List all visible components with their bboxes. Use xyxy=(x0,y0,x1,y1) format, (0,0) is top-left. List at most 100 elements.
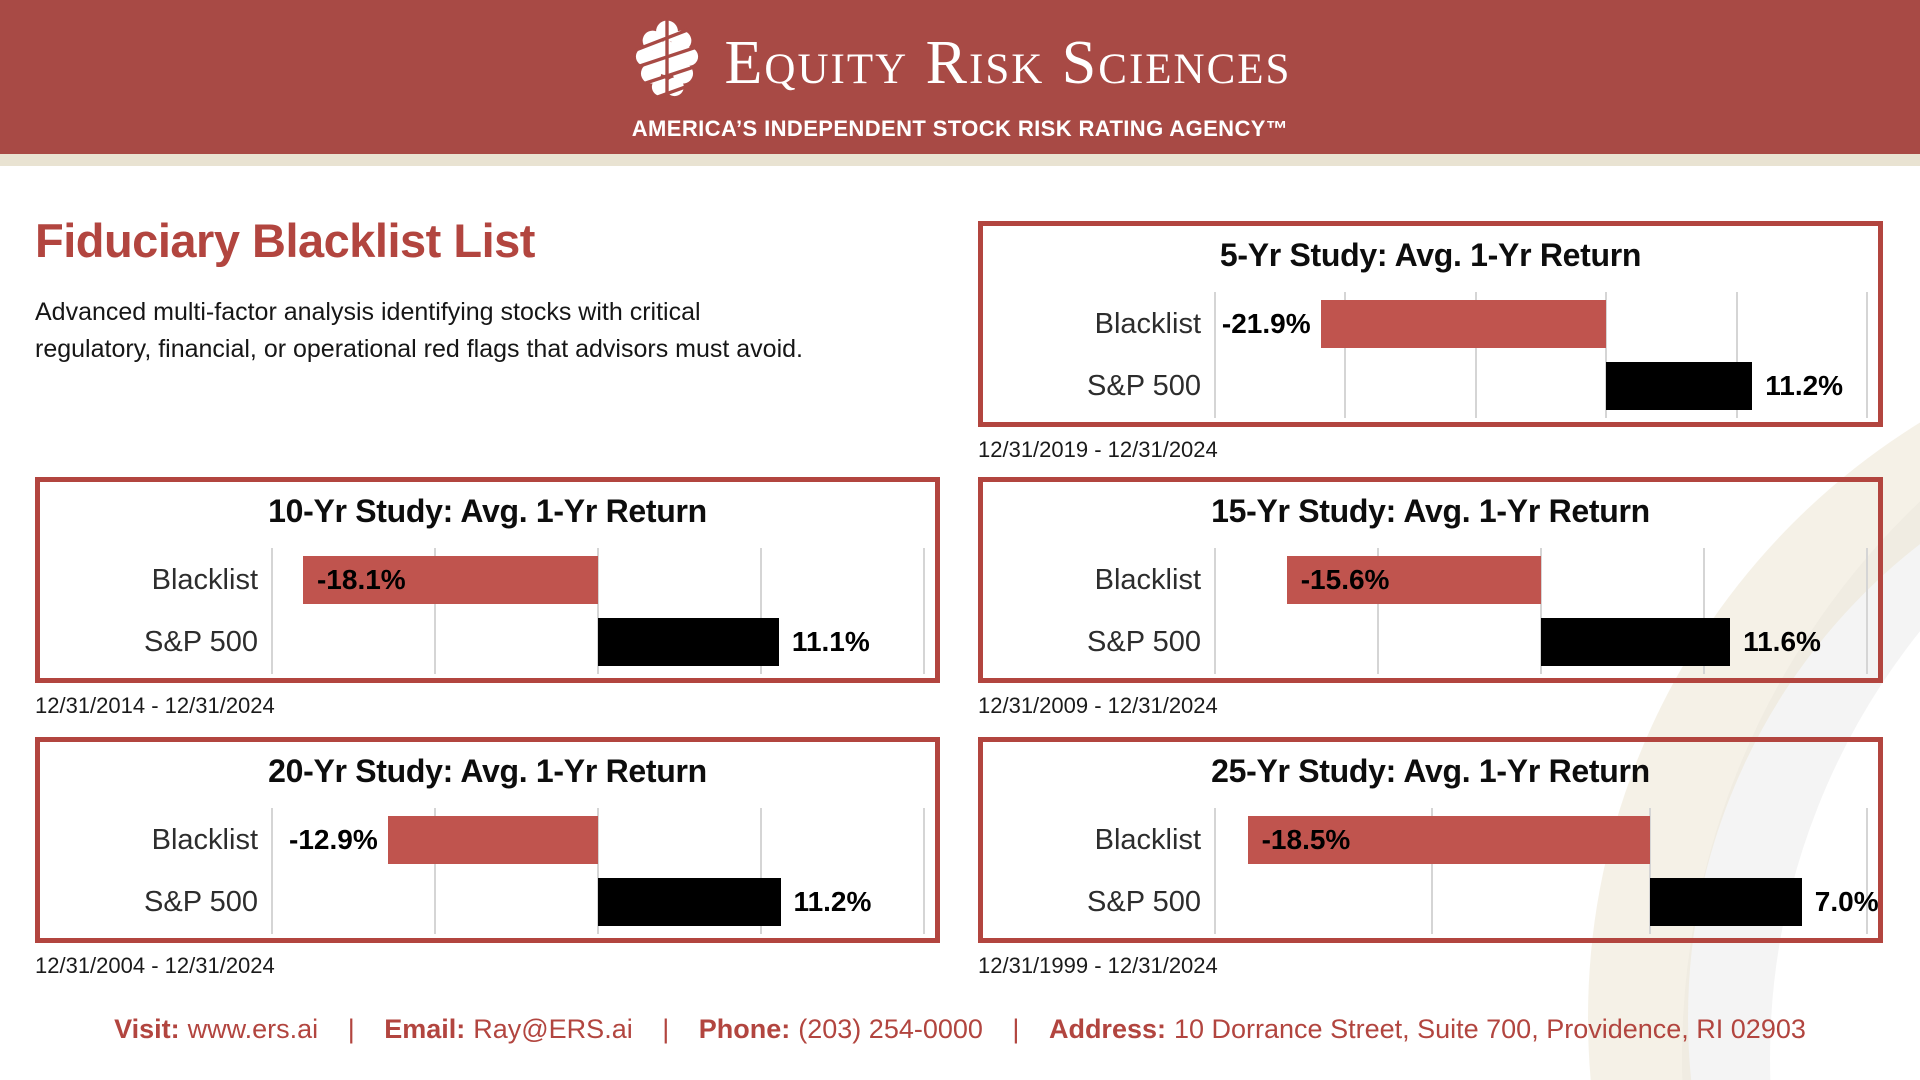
chart-title: 25-Yr Study: Avg. 1-Yr Return xyxy=(1211,753,1650,789)
category-label: Blacklist xyxy=(151,824,258,856)
gridline xyxy=(923,548,925,674)
value-label: 11.2% xyxy=(793,886,872,917)
phone-number: (203) 254-0000 xyxy=(798,1014,983,1044)
chart-frame: 15-Yr Study: Avg. 1-Yr Return -15.6% 11.6… xyxy=(978,477,1883,683)
category-label: Blacklist xyxy=(1094,824,1201,856)
gridline xyxy=(271,808,273,934)
value-label: -18.1% xyxy=(316,564,406,595)
bar-s-p-500 xyxy=(598,618,779,666)
footer-visit: Visit: www.ers.ai xyxy=(114,1014,318,1044)
gridline xyxy=(1214,808,1216,934)
plot-area: -12.9% 11.2% xyxy=(271,808,925,934)
gridline xyxy=(760,548,762,674)
category-label: Blacklist xyxy=(151,564,258,596)
chart-5yr: 5-Yr Study: Avg. 1-Yr Return -21.9% 11.2%… xyxy=(978,221,1883,463)
chart-frame: 10-Yr Study: Avg. 1-Yr Return -18.1% 11.1… xyxy=(35,477,940,683)
plot-area: -21.9% 11.2% xyxy=(1214,292,1868,418)
gridline xyxy=(1866,292,1868,418)
visit-label: Visit: xyxy=(114,1014,180,1044)
gridline xyxy=(434,548,436,674)
gridline xyxy=(1540,548,1542,674)
gridline xyxy=(597,548,599,674)
bar-s-p-500 xyxy=(1606,362,1753,410)
chart-10yr: 10-Yr Study: Avg. 1-Yr Return -18.1% 11.1… xyxy=(35,477,940,719)
category-label: S&P 500 xyxy=(144,626,258,658)
footer-address: Address: 10 Dorrance Street, Suite 700, P… xyxy=(1049,1014,1806,1044)
gridline xyxy=(1474,292,1477,418)
category-label: S&P 500 xyxy=(1087,886,1201,918)
page-title: Fiduciary Blacklist List xyxy=(35,214,535,267)
address-text: 10 Dorrance Street, Suite 700, Providenc… xyxy=(1173,1014,1806,1044)
gridline xyxy=(1344,292,1347,418)
gridline xyxy=(1214,292,1216,418)
gridline xyxy=(1605,292,1608,418)
chart-date-range: 12/31/2009 - 12/31/2024 xyxy=(978,693,1218,718)
email-link[interactable]: Ray@ERS.ai xyxy=(473,1014,633,1044)
chart-title: 5-Yr Study: Avg. 1-Yr Return xyxy=(1219,237,1642,273)
chart-date-range: 12/31/2004 - 12/31/2024 xyxy=(35,953,275,978)
phone-label: Phone: xyxy=(698,1014,791,1044)
gridline xyxy=(597,808,599,934)
plot-area: -18.5% 7.0% xyxy=(1214,808,1879,934)
gridline xyxy=(271,548,273,674)
bar-blacklist xyxy=(1247,816,1650,864)
chart-date-range: 12/31/2014 - 12/31/2024 xyxy=(35,693,275,718)
chart-date-range: 12/31/1999 - 12/31/2024 xyxy=(978,953,1218,978)
category-label: S&P 500 xyxy=(144,886,258,918)
gridline xyxy=(760,808,762,934)
chart-title: 15-Yr Study: Avg. 1-Yr Return xyxy=(1211,493,1650,529)
chart-date-range: 12/31/2019 - 12/31/2024 xyxy=(978,437,1218,462)
bar-blacklist xyxy=(302,556,598,604)
value-label: 11.6% xyxy=(1743,626,1821,657)
footer-separator: | xyxy=(1012,1014,1020,1044)
website-link[interactable]: www.ers.ai xyxy=(187,1014,319,1044)
header: Equity Risk Sciences AMERICA’S INDEPENDE… xyxy=(0,0,1920,166)
chart-title: 10-Yr Study: Avg. 1-Yr Return xyxy=(268,493,707,529)
footer-phone: Phone: (203) 254-0000 xyxy=(699,1014,983,1044)
footer-separator: | xyxy=(347,1014,355,1044)
chart-frame: 5-Yr Study: Avg. 1-Yr Return -21.9% 11.2%… xyxy=(978,221,1883,427)
gridline xyxy=(434,808,436,934)
bar-blacklist xyxy=(1286,556,1541,604)
bar-blacklist xyxy=(1320,300,1607,348)
footer-email: Email: Ray@ERS.ai xyxy=(384,1014,633,1044)
gridline xyxy=(1703,548,1705,674)
chart-15yr: 15-Yr Study: Avg. 1-Yr Return -15.6% 11.6… xyxy=(978,477,1883,719)
brand-tagline: AMERICA’S INDEPENDENT STOCK RISK RATING … xyxy=(631,116,1289,141)
address-label: Address: xyxy=(1048,1014,1166,1044)
category-label: S&P 500 xyxy=(1087,370,1201,402)
footer-separator: | xyxy=(662,1014,670,1044)
bar-s-p-500 xyxy=(1541,618,1731,666)
gridline xyxy=(1648,808,1651,934)
value-label: -18.5% xyxy=(1261,824,1351,855)
chart-25yr: 25-Yr Study: Avg. 1-Yr Return -18.5% 7.0%… xyxy=(978,737,1883,979)
gridline xyxy=(1866,548,1868,674)
gridline xyxy=(923,808,925,934)
bar-s-p-500 xyxy=(1649,878,1802,926)
gridline xyxy=(1431,808,1434,934)
category-label: Blacklist xyxy=(1094,564,1201,596)
gridline xyxy=(1377,548,1379,674)
value-label: 7.0% xyxy=(1814,886,1879,917)
brand-wordmark: Equity Risk Sciences xyxy=(724,28,1292,97)
value-label: -21.9% xyxy=(1221,308,1311,339)
chart-frame: 25-Yr Study: Avg. 1-Yr Return -18.5% 7.0%… xyxy=(978,737,1883,943)
plot-area: -18.1% 11.1% xyxy=(271,548,925,674)
brain-logo-icon xyxy=(629,18,705,107)
plot-area: -15.6% 11.6% xyxy=(1214,548,1868,674)
page-description: Advanced multi-factor analysis identifyi… xyxy=(35,298,803,363)
value-label: 11.1% xyxy=(791,626,870,657)
value-label: -15.6% xyxy=(1300,564,1390,595)
gridline xyxy=(1866,808,1868,934)
gridline xyxy=(1214,548,1216,674)
category-label: Blacklist xyxy=(1094,308,1201,340)
gridline xyxy=(1735,292,1738,418)
chart-title: 20-Yr Study: Avg. 1-Yr Return xyxy=(268,753,707,789)
footer-contact-bar: Visit: www.ers.ai | Email: Ray@ERS.ai | Ph… xyxy=(0,1014,1920,1045)
chart-20yr: 20-Yr Study: Avg. 1-Yr Return -12.9% 11.2… xyxy=(35,737,940,979)
bar-s-p-500 xyxy=(598,878,781,926)
bar-blacklist xyxy=(387,816,598,864)
category-label: S&P 500 xyxy=(1087,626,1201,658)
email-label: Email: xyxy=(384,1014,466,1044)
